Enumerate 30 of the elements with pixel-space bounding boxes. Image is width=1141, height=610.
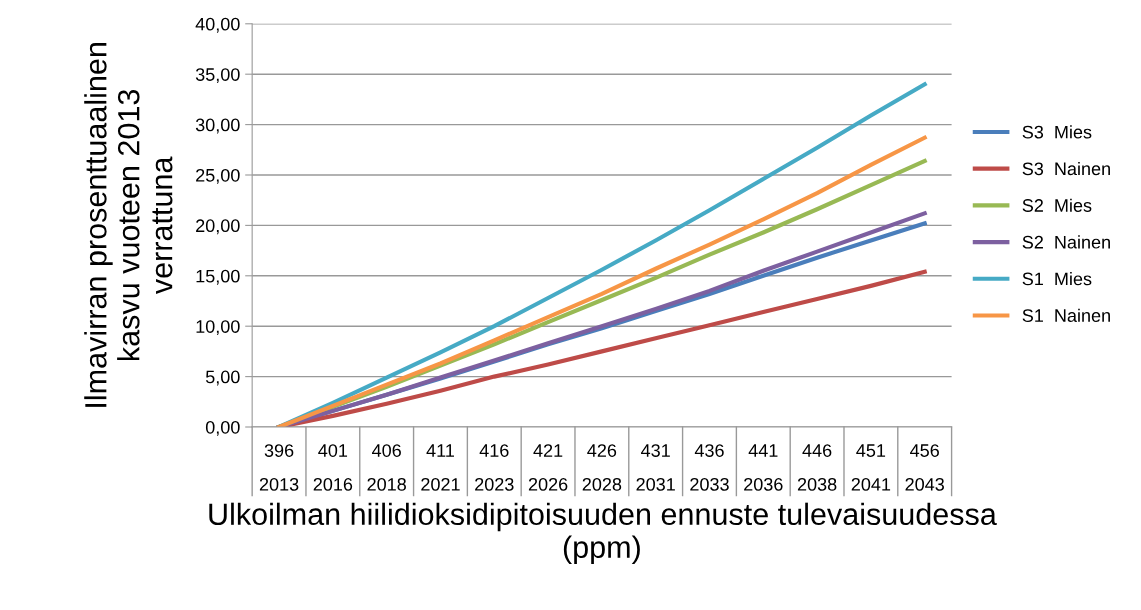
x-tick-label: 431 2031 (636, 444, 675, 491)
x-tick-label: 421 2026 (528, 444, 568, 491)
y-axis-title: Ilmavirran prosenttuaalinen kasvu vuoteen 2013 verrattuna (84, 43, 173, 407)
y-tick-label: 10,00 (196, 320, 240, 336)
y-tick-label: 30,00 (195, 118, 240, 134)
x-tick-label: 396 2013 (259, 444, 299, 491)
legend-label: S3 Nainen (1022, 161, 1110, 176)
legend-label: S1 Nainen (1022, 308, 1110, 322)
y-tick-label: 25,00 (196, 168, 240, 184)
x-tick-label: 436 2033 (690, 444, 729, 491)
legend-label: S2 Mies (1022, 198, 1092, 212)
x-tick-label: 446 2038 (797, 444, 837, 491)
y-tick-label: 20,00 (196, 219, 240, 235)
legend-label: S3 Mies (1022, 125, 1092, 139)
x-tick-label: 406 2018 (367, 444, 406, 491)
y-tick-label: 0,00 (205, 420, 240, 436)
x-tick-label: 416 2023 (475, 444, 514, 491)
x-tick-label: 411 2021 (421, 444, 460, 491)
x-tick-label: 426 2028 (582, 444, 622, 491)
legend-label: S1 Mies (1022, 272, 1092, 286)
y-tick-label: 35,00 (195, 68, 240, 84)
y-tick-label: 5,00 (205, 370, 240, 386)
y-tick-label: 40,00 (195, 17, 240, 33)
x-tick-label: 401 2016 (313, 444, 353, 491)
legend-label: S2 Nainen (1022, 235, 1110, 249)
x-tick-label: 441 2036 (744, 444, 783, 491)
x-tick-label: 451 2041 (851, 444, 891, 491)
x-axis-title: Ulkoilman hiilidioksidipitoisuuden ennuste tulevaisuudessa (ppm) (209, 502, 997, 565)
y-tick-label: 15,00 (196, 269, 240, 285)
x-tick-label: 456 2043 (905, 444, 944, 491)
